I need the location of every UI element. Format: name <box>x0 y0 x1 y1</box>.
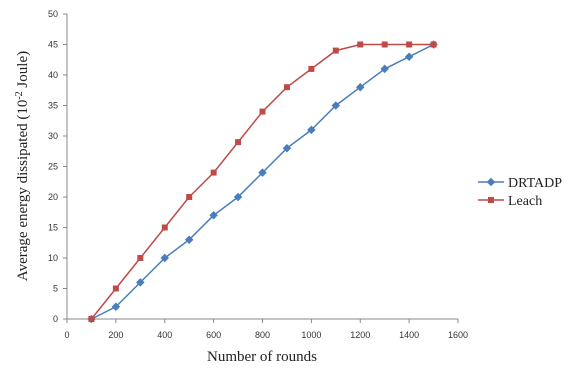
data-point-leach <box>210 169 217 176</box>
data-point-leach <box>259 108 266 115</box>
data-point-drtadp <box>380 64 389 74</box>
data-point-drtadp <box>209 211 218 220</box>
x-tick-label: 800 <box>255 330 270 340</box>
data-point-drtadp <box>331 101 341 110</box>
y-tick-label: 10 <box>48 253 58 263</box>
y-tick-label: 30 <box>48 131 58 141</box>
data-point-leach <box>357 41 364 48</box>
x-axis-title: Number of rounds <box>207 349 317 365</box>
legend-item-leach: Leach <box>478 194 542 209</box>
legend: DRTADP Leach <box>478 176 562 209</box>
y-axis-title-tail: Joule) <box>15 51 31 91</box>
data-point-drtadp <box>404 52 414 61</box>
y-tick-label: 45 <box>48 40 58 50</box>
data-point-leach <box>430 41 437 48</box>
data-point-drtadp <box>282 143 292 153</box>
series-line-leach <box>90 43 434 320</box>
data-point-drtadp <box>307 125 316 135</box>
y-axis-title-main: Average energy dissipated (10 <box>15 100 31 281</box>
data-point-drtadp <box>184 235 194 244</box>
series-group <box>87 40 438 324</box>
y-tick-label: 5 <box>53 284 58 294</box>
legend-label-leach: Leach <box>508 194 542 209</box>
legend-item-drtadp: DRTADP <box>478 176 562 191</box>
y-tick-label: 35 <box>48 101 58 111</box>
series-drtadp <box>87 40 438 324</box>
data-point-leach <box>381 41 388 48</box>
data-point-leach <box>88 316 95 322</box>
x-tick-label: 1200 <box>350 330 370 340</box>
x-tick-label: 0 <box>64 330 69 340</box>
x-tick-group: 0 200 400 600 800 1000 1200 1400 1600 <box>64 319 468 340</box>
data-point-leach <box>112 285 119 292</box>
y-tick-group: 0 5 10 15 20 25 30 35 40 45 50 <box>48 9 67 324</box>
x-tick-label: 400 <box>157 330 172 340</box>
data-point-leach <box>332 47 339 54</box>
y-tick-label: 0 <box>53 314 58 324</box>
y-axis-title: Average energy dissipated (10-2 Joule) <box>14 51 31 281</box>
y-tick-label: 25 <box>48 162 58 172</box>
legend-marker-drtadp <box>486 177 496 187</box>
data-point-drtadp <box>356 82 365 92</box>
data-point-leach <box>235 139 242 146</box>
y-tick-label: 50 <box>48 9 58 19</box>
data-point-leach <box>137 255 144 261</box>
legend-label-drtadp: DRTADP <box>508 176 562 191</box>
x-tick-label: 1400 <box>399 330 419 340</box>
data-point-leach <box>161 224 168 231</box>
series-leach <box>88 41 437 322</box>
data-point-leach <box>283 84 290 91</box>
data-point-drtadp <box>111 302 121 312</box>
x-tick-label: 600 <box>206 330 221 340</box>
y-tick-label: 40 <box>48 70 58 80</box>
data-point-leach <box>308 65 315 72</box>
y-tick-label: 15 <box>48 223 58 233</box>
data-point-drtadp <box>233 192 243 202</box>
data-point-leach <box>406 41 413 48</box>
data-point-drtadp <box>160 253 169 263</box>
series-line-drtadp <box>91 43 434 320</box>
y-tick-label: 20 <box>48 192 58 202</box>
data-point-leach <box>186 194 193 200</box>
legend-marker-leach <box>488 197 494 203</box>
data-point-drtadp <box>136 278 145 287</box>
y-axis-title-superscript: -2 <box>14 91 25 99</box>
x-tick-label: 1600 <box>448 330 468 340</box>
x-tick-label: 1000 <box>301 330 321 340</box>
data-point-drtadp <box>258 168 267 177</box>
x-tick-label: 200 <box>108 330 123 340</box>
